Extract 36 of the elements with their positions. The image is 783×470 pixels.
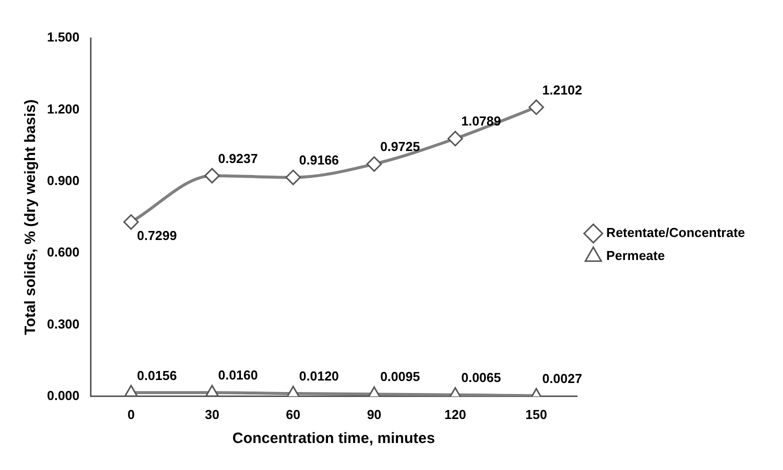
data-label: 0.0156 bbox=[137, 368, 177, 383]
y-tick-label: 0.900 bbox=[46, 172, 80, 188]
y-tick-label: 1.200 bbox=[46, 101, 80, 116]
point bbox=[285, 170, 301, 186]
x-tick-label: 150 bbox=[525, 406, 548, 422]
x-tick-label: 120 bbox=[444, 406, 466, 422]
point bbox=[528, 99, 544, 115]
x-tick-label: 60 bbox=[286, 406, 300, 422]
x-tick-label: 30 bbox=[204, 406, 220, 422]
point bbox=[204, 168, 220, 184]
y-tick-label: 0.300 bbox=[46, 316, 80, 332]
data-label: 0.9237 bbox=[218, 150, 258, 166]
x-axis-title: Concentration time, minutes bbox=[232, 430, 435, 448]
data-label: 0.0160 bbox=[218, 368, 258, 383]
x-tick-label: 0 bbox=[127, 406, 135, 422]
point bbox=[124, 384, 138, 396]
y-tick-label: 0.600 bbox=[46, 244, 80, 260]
data-label: 0.0027 bbox=[542, 370, 582, 386]
point bbox=[447, 130, 463, 146]
y-axis-title: Total solids, % (dry weight basis) bbox=[22, 99, 40, 335]
data-label: 0.7299 bbox=[137, 228, 177, 244]
data-label: 0.0120 bbox=[299, 368, 339, 384]
data-label: 0.0095 bbox=[380, 369, 420, 384]
legend-label: Retentate/Concentrate bbox=[606, 225, 746, 240]
data-label: 1.0789 bbox=[461, 114, 501, 129]
data-label: 0.0065 bbox=[461, 370, 501, 385]
y-tick-label: 1.500 bbox=[46, 30, 80, 45]
point bbox=[205, 384, 219, 396]
data-label: 0.9725 bbox=[380, 139, 420, 154]
point bbox=[366, 156, 382, 172]
point bbox=[123, 214, 139, 230]
y-tick-label: 0.000 bbox=[46, 388, 80, 403]
data-label: 1.2102 bbox=[542, 82, 582, 98]
x-tick-label: 90 bbox=[366, 406, 382, 422]
legend-label: Permeate bbox=[606, 248, 665, 264]
data-label: 0.9166 bbox=[299, 152, 339, 168]
